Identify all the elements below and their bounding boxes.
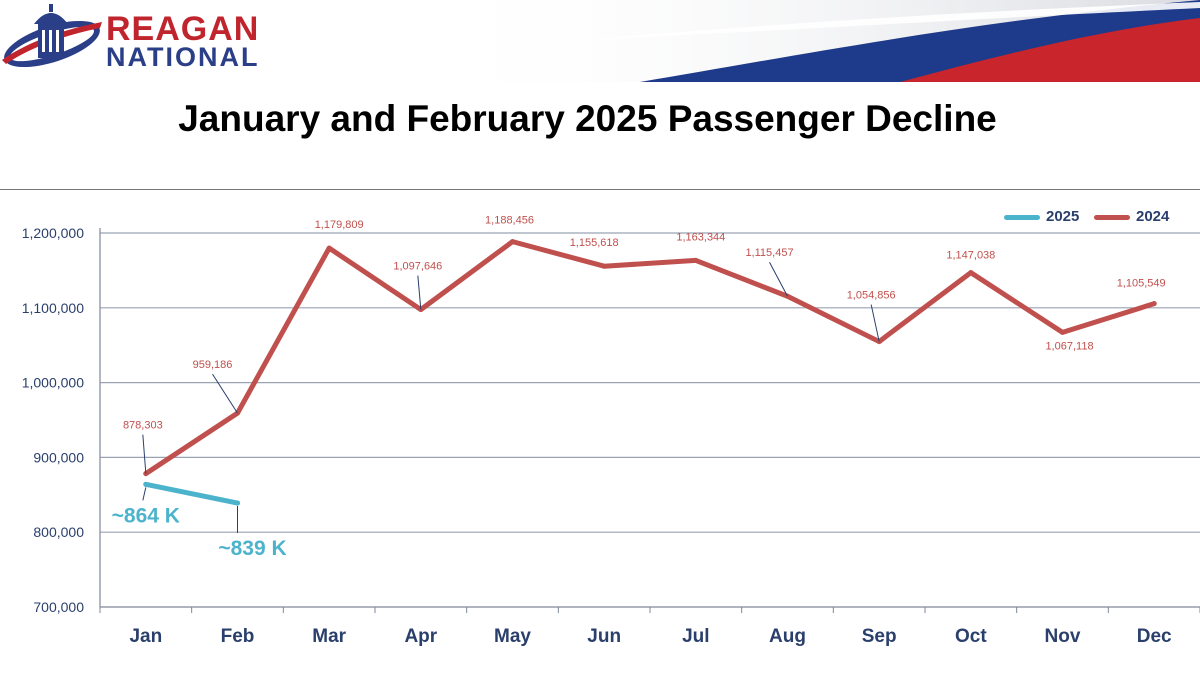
x-tick-label: Mar: [312, 626, 346, 647]
x-tick-label: Oct: [955, 626, 987, 647]
y-tick-label: 800,000: [33, 524, 84, 540]
series-2024-leader-line: [417, 275, 422, 310]
x-tick-label: Nov: [1045, 626, 1081, 647]
series-2024-leader-line: [870, 304, 880, 342]
series-2024-point: [693, 257, 699, 263]
y-tick-label: 1,100,000: [22, 300, 84, 316]
series-2025-line: [143, 481, 240, 506]
series-2024-point: [326, 245, 332, 251]
series-2024-leader-line: [212, 373, 238, 414]
series-2025-leader-line: [142, 487, 147, 501]
header-banner: [420, 0, 1200, 82]
series-2024-data-label: 1,097,646: [393, 261, 442, 273]
series-2024-data-label: 1,179,809: [315, 219, 364, 231]
series-2024-leader-line: [142, 434, 147, 474]
y-tick-label: 900,000: [33, 449, 84, 465]
banner-white-streak: [580, 2, 1200, 40]
x-tick-label: Jun: [587, 626, 621, 647]
x-tick-label: Jul: [682, 626, 709, 647]
series-2024-point: [510, 239, 515, 245]
capitol-dome-icon: [2, 4, 102, 68]
series-2024-data-label: 1,115,457: [745, 247, 793, 259]
series-2025-data-label: ~864 K: [112, 504, 180, 527]
series-2024-point: [1060, 329, 1065, 335]
series-2024-point: [601, 263, 607, 269]
series-2025-point: [143, 481, 149, 487]
banner-red-swoosh: [900, 18, 1200, 82]
reagan-national-logo: REAGAN NATIONAL: [0, 0, 290, 82]
series-2024-data-label: 1,105,549: [1117, 278, 1166, 290]
series-2024-data-label: 1,067,118: [1045, 340, 1093, 352]
logo-text-reagan: REAGAN: [106, 10, 260, 48]
series-2024-data-label: 878,303: [123, 420, 163, 432]
legend-item-2024: 2024: [1094, 208, 1169, 225]
series-2024-data-label: 1,188,456: [485, 215, 534, 227]
series-2024-data-label: 1,147,038: [946, 250, 995, 262]
series-2024-leader-line: [769, 262, 788, 297]
series-2024-data-label: 1,163,344: [676, 231, 725, 243]
x-tick-label: Feb: [221, 626, 255, 647]
series-2024-data-label: 1,155,618: [570, 237, 619, 249]
passenger-line-chart: 700,000 800,000 900,000 1,000,000 1,100,000 1…: [22, 215, 1200, 647]
series-2025-data-label: ~839 K: [218, 537, 286, 560]
page-title: January and February 2025 Passenger Decl…: [178, 98, 997, 139]
chart-top-border: [0, 189, 1200, 190]
legend-swatch-2024: [1094, 214, 1130, 220]
x-tick-label: Apr: [404, 626, 437, 647]
legend-label-2024: 2024: [1136, 208, 1170, 225]
legend-item-2025: 2025: [1004, 208, 1079, 225]
series-2025-point: [235, 500, 240, 506]
series-2024-point: [1151, 301, 1157, 307]
series-2024-data-label: 959,186: [193, 359, 233, 371]
x-tick-label: May: [494, 626, 531, 647]
logo-text-national: NATIONAL: [106, 42, 260, 72]
series-2024-point: [968, 270, 974, 276]
x-tick-label: Aug: [769, 626, 806, 647]
y-tick-label: 1,000,000: [22, 375, 84, 391]
series-2024-line: [143, 239, 1157, 477]
x-tick-label: Dec: [1137, 626, 1172, 647]
x-tick-label: Jan: [129, 626, 162, 647]
legend-swatch-2025: [1004, 214, 1040, 220]
y-tick-label: 700,000: [33, 599, 84, 615]
x-tick-label: Sep: [862, 626, 897, 647]
legend-label-2025: 2025: [1046, 208, 1080, 225]
y-tick-label: 1,200,000: [22, 225, 84, 241]
series-2024-data-label: 1,054,856: [847, 290, 896, 302]
